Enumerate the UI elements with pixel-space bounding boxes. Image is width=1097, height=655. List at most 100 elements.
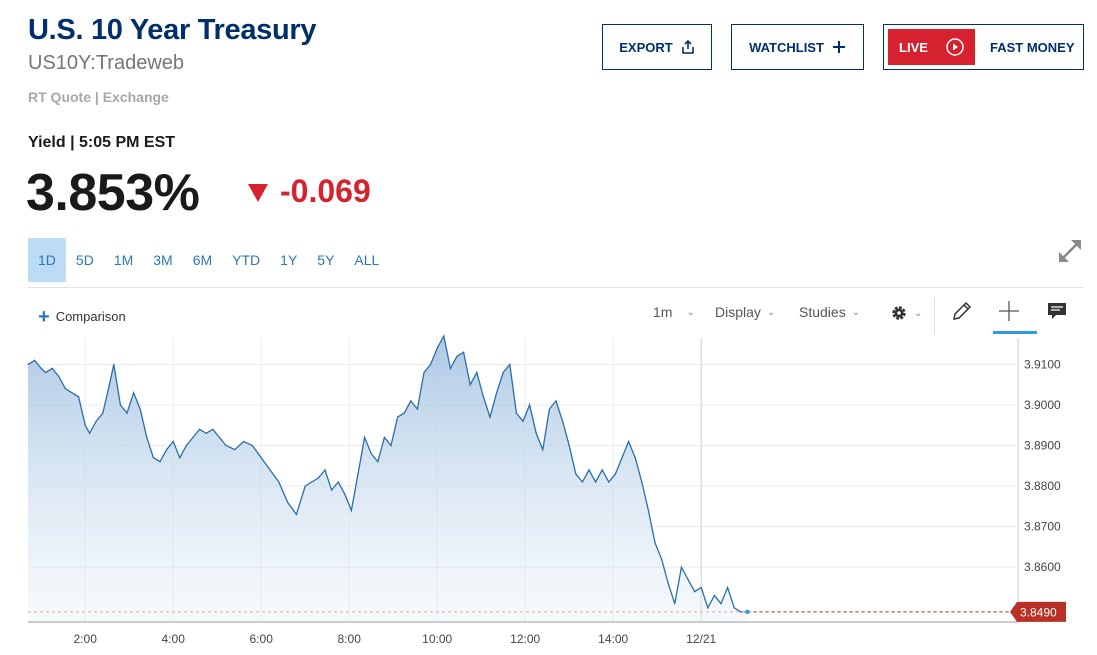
x-tick-label: 14:00 <box>598 632 628 646</box>
range-tab-5d[interactable]: 5D <box>75 252 94 268</box>
data-point <box>502 371 504 374</box>
data-point <box>733 607 735 609</box>
data-point <box>621 457 623 459</box>
expand-icon[interactable] <box>1056 237 1084 265</box>
data-point <box>562 420 564 422</box>
y-tick-label: 3.9100 <box>1024 357 1061 371</box>
data-point <box>269 469 271 471</box>
range-tab-3m[interactable]: 3M <box>153 252 173 268</box>
display-menu[interactable]: Display ⌄ <box>715 304 775 320</box>
data-point <box>64 388 66 390</box>
data-point <box>89 432 91 434</box>
data-point <box>456 355 458 357</box>
range-tab-1d[interactable]: 1D <box>28 238 66 282</box>
data-point <box>542 449 544 451</box>
data-point <box>687 578 689 581</box>
export-label: EXPORT <box>619 39 673 55</box>
series-area-fill <box>28 336 748 622</box>
draw-pencil-icon[interactable] <box>951 300 973 322</box>
range-tab-ytd[interactable]: YTD <box>232 252 261 268</box>
data-point <box>515 412 518 414</box>
fast-money-label: FAST MONEY <box>990 39 1075 55</box>
data-point <box>295 513 297 516</box>
data-point <box>740 611 742 613</box>
range-tab-6m[interactable]: 6M <box>192 252 213 268</box>
data-point <box>166 449 168 451</box>
x-tick-label: 4:00 <box>162 632 186 646</box>
toolbar-separator <box>934 298 935 334</box>
data-point <box>260 457 262 459</box>
data-point <box>727 586 729 589</box>
interval-value: 1m <box>653 304 673 320</box>
data-point <box>423 371 425 374</box>
data-point <box>496 392 498 394</box>
y-tick-label: 3.8900 <box>1024 439 1061 453</box>
settings-menu[interactable]: ⌄ <box>890 304 922 322</box>
studies-menu[interactable]: Studies ⌄ <box>799 304 860 320</box>
data-point <box>482 396 484 398</box>
comparison-button[interactable]: + Comparison <box>38 307 126 327</box>
data-point <box>595 481 597 483</box>
data-point <box>436 347 438 349</box>
last-point-marker <box>745 609 750 615</box>
data-point <box>192 436 194 438</box>
data-point <box>126 412 128 414</box>
watchlist-button[interactable]: WATCHLIST <box>731 24 864 70</box>
studies-label: Studies <box>799 304 846 320</box>
data-point <box>185 444 187 447</box>
data-point <box>694 591 696 593</box>
data-point <box>34 359 36 361</box>
data-point <box>205 432 207 434</box>
play-circle-icon <box>946 38 964 56</box>
data-point <box>119 404 121 406</box>
crosshair-icon[interactable] <box>998 300 1020 322</box>
chevron-down-icon: ⌄ <box>766 306 776 318</box>
data-point <box>337 481 339 483</box>
symbol-label: US10Y:Tradeweb <box>28 52 185 74</box>
display-label: Display <box>715 304 761 320</box>
comment-icon[interactable] <box>1046 300 1068 322</box>
data-point <box>568 444 570 447</box>
data-point <box>139 408 141 410</box>
down-arrow-icon <box>248 184 268 202</box>
data-point <box>654 542 656 544</box>
data-point <box>661 558 663 560</box>
data-point <box>324 469 326 471</box>
data-point <box>476 371 478 374</box>
data-point <box>383 436 385 438</box>
range-tab-5y[interactable]: 5Y <box>317 252 335 268</box>
data-point <box>218 436 220 438</box>
x-tick-label: 6:00 <box>250 632 274 646</box>
data-point <box>601 469 603 471</box>
section-divider <box>28 287 1084 288</box>
live-fast-money-button[interactable]: LIVE FAST MONEY <box>883 24 1084 70</box>
interval-select[interactable]: 1m ⌄ <box>653 304 695 320</box>
data-point <box>713 595 716 597</box>
data-point <box>641 481 643 483</box>
watchlist-label: WATCHLIST <box>749 39 824 55</box>
page-title: U.S. 10 Year Treasury <box>28 14 317 46</box>
data-point <box>172 440 174 443</box>
data-point <box>243 440 245 443</box>
data-point <box>317 477 319 479</box>
data-point <box>71 392 73 394</box>
last-price-badge <box>1010 601 1066 622</box>
data-point <box>146 436 148 438</box>
data-point <box>350 509 352 511</box>
data-point <box>357 473 359 475</box>
y-tick-label: 3.8600 <box>1024 560 1061 574</box>
series-line <box>27 334 748 613</box>
range-tab-1m[interactable]: 1M <box>113 252 134 268</box>
export-button[interactable]: EXPORT <box>602 24 712 70</box>
range-tab-all[interactable]: ALL <box>354 252 380 268</box>
data-point <box>40 367 42 369</box>
y-tick-label: 3.8800 <box>1024 479 1061 493</box>
range-tab-1y[interactable]: 1Y <box>280 252 298 268</box>
crosshair-active-indicator <box>993 331 1037 334</box>
x-tick-label: 10:00 <box>422 632 452 646</box>
yield-timestamp: Yield | 5:05 PM EST <box>28 134 176 151</box>
data-point <box>509 363 511 365</box>
data-point <box>674 603 676 605</box>
y-tick-label: 3.9000 <box>1024 398 1061 412</box>
